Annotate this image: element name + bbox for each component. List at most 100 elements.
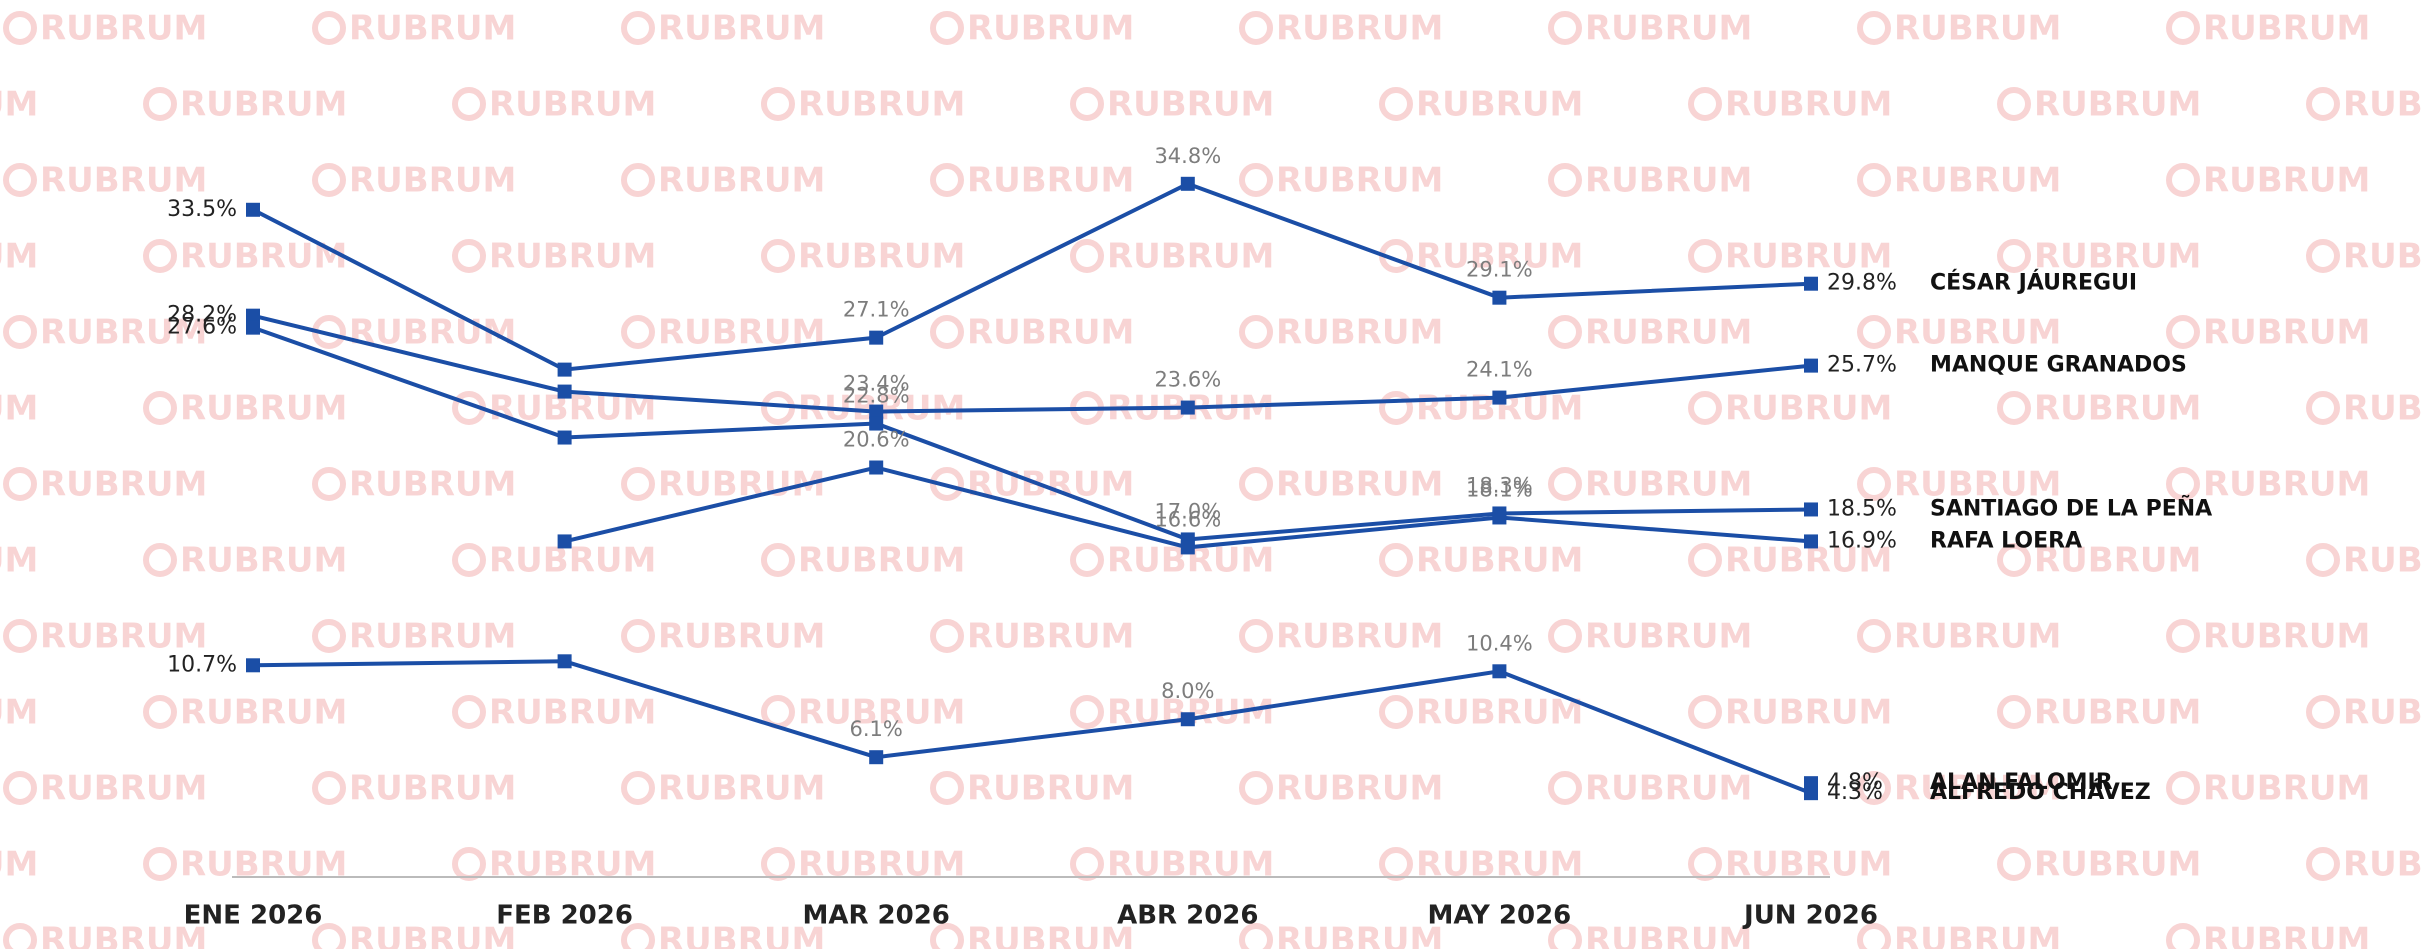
watermark-icon <box>452 695 486 729</box>
point-marker <box>1492 290 1507 305</box>
watermark-text: RUBRUM <box>967 769 1134 809</box>
watermark-icon <box>2166 163 2200 197</box>
watermark-icon <box>2166 923 2200 949</box>
watermark-icon <box>930 923 964 949</box>
watermark-icon <box>1548 619 1582 653</box>
watermark-text: RUBRUM <box>2343 85 2421 125</box>
watermark-text: RUBRUM <box>2034 389 2201 429</box>
watermark-icon <box>143 543 177 577</box>
watermark-text: RUBRUM <box>2034 541 2201 581</box>
value-label: 18.1% <box>1466 477 1533 501</box>
watermark-text: RUBRUM <box>967 9 1134 49</box>
watermark-icon <box>1688 391 1722 425</box>
value-label: 17.0% <box>1154 499 1221 523</box>
value-label: 4.8% <box>1827 770 1883 795</box>
value-label: 8.0% <box>1161 679 1214 703</box>
watermark-text: RUBRUM <box>1416 85 1583 125</box>
watermark-icon <box>1857 315 1891 349</box>
watermark-icon <box>1997 695 2031 729</box>
watermark-icon <box>621 467 655 501</box>
watermark-text: RUBRUM <box>658 617 825 657</box>
watermark-icon <box>1548 11 1582 45</box>
watermark-text: RUBRUM <box>489 85 656 125</box>
x-tick-label: ABR 2026 <box>1117 901 1258 931</box>
watermark-text: RUBRUM <box>798 845 965 885</box>
series-name: ALAN FALOMIR <box>1930 770 2113 795</box>
watermark-text: RUBRUM <box>2203 921 2370 949</box>
watermark-icon <box>1070 695 1104 729</box>
watermark-text: RUBRUM <box>1894 921 2061 949</box>
watermark-icon <box>1070 847 1104 881</box>
watermark-icon <box>2306 695 2340 729</box>
value-label: 33.5% <box>167 197 237 222</box>
watermark-icon <box>1997 87 2031 121</box>
point-marker <box>557 430 572 445</box>
watermark-icon <box>621 771 655 805</box>
watermark-icon <box>1548 467 1582 501</box>
watermark-text: RUBRUM <box>2203 465 2370 505</box>
watermark-icon <box>621 315 655 349</box>
watermark-text: RUBRUM <box>2203 769 2370 809</box>
watermark-text: RUBRUM <box>2203 313 2370 353</box>
watermark-text: RUBRUM <box>180 85 347 125</box>
watermark-icon <box>1070 543 1104 577</box>
watermark-text: RUBRUM <box>1416 541 1583 581</box>
watermark-icon <box>1997 543 2031 577</box>
watermark-text: RUBRUM <box>1725 237 1892 277</box>
watermark-text: RUBRUM <box>40 769 207 809</box>
watermark-text: RUBRUM <box>1416 693 1583 733</box>
watermark-text: RUBRUM <box>1585 769 1752 809</box>
watermark-icon <box>3 163 37 197</box>
watermark-text: RUBRUM <box>180 845 347 885</box>
point-marker <box>1492 510 1507 525</box>
watermark-text: RUBRUM <box>0 85 38 125</box>
watermark-icon <box>1688 695 1722 729</box>
series-name: MANQUE GRANADOS <box>1930 353 2187 378</box>
watermark-icon <box>143 87 177 121</box>
watermark-icon <box>2166 315 2200 349</box>
watermark-text: RUBRUM <box>1585 921 1752 949</box>
watermark-text: RUBRUM <box>967 617 1134 657</box>
value-label: 23.4% <box>843 372 910 396</box>
watermark-text: RUBRUM <box>1894 465 2061 505</box>
watermark-icon <box>1548 923 1582 949</box>
watermark-text: RUBRUM <box>2343 237 2421 277</box>
watermark-text: RUBRUM <box>349 161 516 201</box>
watermark-text: RUBRUM <box>658 161 825 201</box>
watermark-icon <box>1997 847 2031 881</box>
watermark-icon <box>1688 87 1722 121</box>
watermark-text: RUBRUM <box>489 541 656 581</box>
watermark-icon <box>2306 87 2340 121</box>
watermark-text: RUBRUM <box>1585 617 1752 657</box>
watermark-text: RUBRUM <box>40 617 207 657</box>
watermark-icon <box>930 771 964 805</box>
watermark-icon <box>1548 315 1582 349</box>
watermark-text: RUBRUM <box>349 617 516 657</box>
watermark-icon <box>930 163 964 197</box>
value-label: 16.9% <box>1827 528 1897 553</box>
watermark-icon <box>3 619 37 653</box>
watermark-text: RUBRUM <box>1585 161 1752 201</box>
value-label: 6.1% <box>850 717 903 741</box>
watermark-text: RUBRUM <box>0 389 38 429</box>
x-tick-label: ENE 2026 <box>184 901 323 931</box>
point-marker <box>1804 786 1818 801</box>
watermark-text: RUBRUM <box>2343 845 2421 885</box>
watermark-text: RUBRUM <box>2343 693 2421 733</box>
watermark-text: RUBRUM <box>1894 769 2061 809</box>
watermark-text: RUBRUM <box>0 845 38 885</box>
watermark-icon <box>761 391 795 425</box>
value-label: 22.8% <box>843 384 910 408</box>
watermark-text: RUBRUM <box>349 465 516 505</box>
series-line <box>252 325 1812 542</box>
watermark-text: RUBRUM <box>2203 9 2370 49</box>
watermark-text: RUBRUM <box>349 9 516 49</box>
point-marker <box>1180 400 1195 415</box>
point-marker <box>1180 540 1195 555</box>
watermark-layer: RUBRUM RUBRUM RUBRUM RUBRUM RUBRUM RUBRUM RUBR… <box>0 9 2421 949</box>
watermark-text: RUBRUM <box>1276 921 1443 949</box>
watermark-icon <box>930 315 964 349</box>
watermark-icon <box>3 315 37 349</box>
x-tick-label: JUN 2026 <box>1742 901 1878 931</box>
watermark-text: RUBRUM <box>1276 161 1443 201</box>
